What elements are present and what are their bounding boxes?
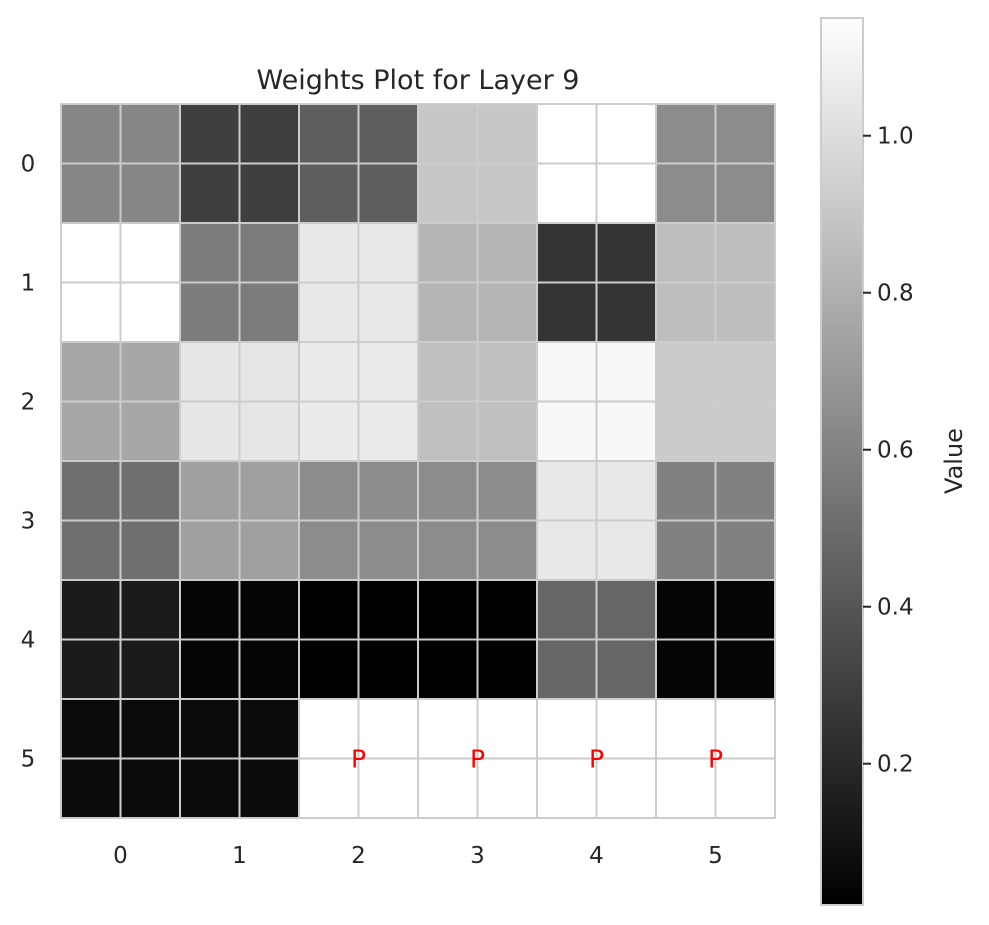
y-axis-ticks: 0 1 2 3 4 5 [21, 152, 36, 773]
colorbar-tick-label: 0.8 [877, 281, 914, 307]
colorbar-tick-label: 0.2 [877, 752, 914, 778]
x-tick-label: 1 [232, 843, 247, 869]
x-tick-label: 5 [708, 843, 723, 869]
colorbar-label: Value [940, 428, 968, 494]
colorbar-tick-label: 1.0 [877, 124, 914, 150]
colorbar [820, 17, 864, 906]
colorbar-tick-label: 0.4 [877, 595, 914, 621]
chart-title: Weights Plot for Layer 9 [257, 65, 580, 96]
y-tick-label: 3 [21, 509, 36, 535]
y-tick-label: 1 [21, 271, 36, 297]
y-tick-label: 0 [21, 152, 36, 178]
colorbar-ticks: 0.2 0.4 0.6 0.8 1.0 [863, 124, 914, 778]
padding-marker-3: P [708, 745, 723, 774]
x-tick-label: 0 [113, 843, 128, 869]
plot-frame [60, 103, 776, 819]
y-tick-label: 4 [21, 628, 36, 654]
padding-marker-0: P [351, 745, 366, 774]
x-tick-label: 3 [470, 843, 485, 869]
y-tick-label: 2 [21, 390, 36, 416]
padding-marker-2: P [589, 745, 604, 774]
colorbar-tick-label: 0.6 [877, 438, 914, 464]
padding-marker-1: P [470, 745, 485, 774]
x-tick-label: 2 [351, 843, 366, 869]
x-tick-label: 4 [589, 843, 604, 869]
y-tick-label: 5 [21, 747, 36, 773]
x-axis-ticks: 0 1 2 3 4 5 [113, 843, 723, 869]
grid-lines [61, 104, 775, 818]
